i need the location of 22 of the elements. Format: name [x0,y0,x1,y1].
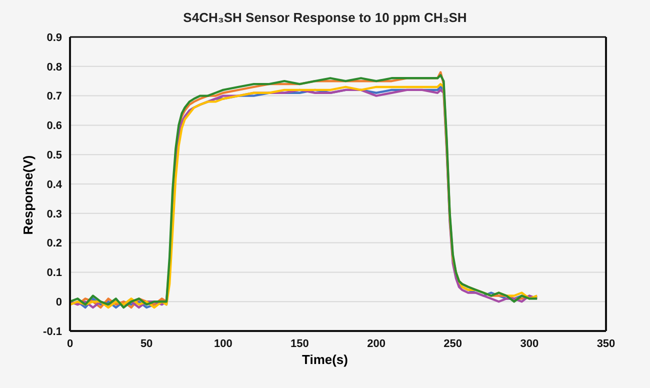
y-tick-label: 0.2 [46,238,62,250]
x-tick-label: 50 [140,338,153,350]
x-tick-label: 200 [367,338,386,350]
x-tick-label: 0 [66,338,74,350]
y-tick-label: 0.8 [46,61,62,74]
x-tick-label: 150 [290,338,309,350]
x-tick-label: 350 [596,338,616,350]
y-tick-label: 0.4 [46,178,63,191]
y-tick-label: 0.3 [46,208,62,220]
y-tick-label: 0.1 [46,267,62,280]
y-tick-label: 0.9 [46,32,62,44]
y-tick-label: 0 [56,296,62,309]
y-tick-label: -0.1 [43,326,62,338]
x-tick-label: 250 [444,338,462,350]
x-tick-label: 100 [214,338,232,350]
y-tick-label: 0.7 [46,90,62,103]
x-axis-title: Time(s) [301,352,349,367]
x-tick-label: 300 [520,338,539,350]
chart-title: S4CH₃SH Sensor Response to 10 ppm CH₃SH [182,10,468,25]
y-axis-title: Response(V) [20,155,36,235]
y-tick-label: 0.6 [46,120,62,132]
y-tick-label: 0.5 [46,150,62,162]
